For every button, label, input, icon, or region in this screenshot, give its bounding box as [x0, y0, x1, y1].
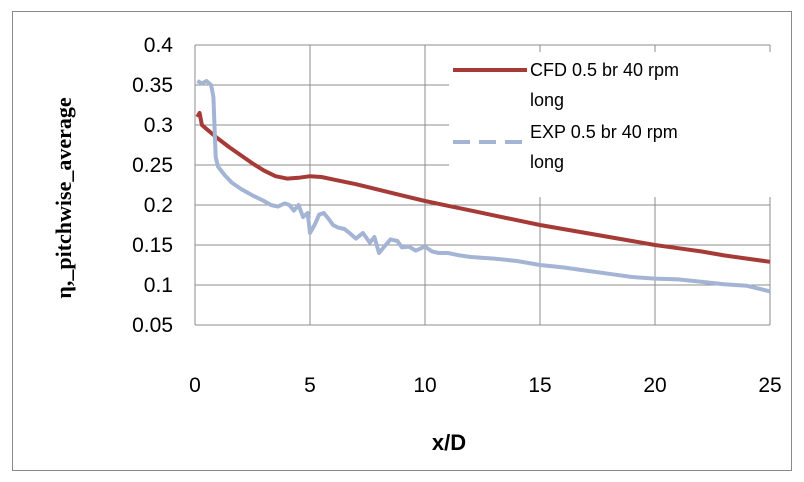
y-tick-label-2: 0.15 — [132, 234, 173, 257]
y-tick-label-3: 0.2 — [144, 194, 173, 217]
legend-label-exp-line-1: EXP 0.5 br 40 rpm — [530, 122, 678, 142]
chart-frame: 0.05 0.1 0.15 0.2 0.25 0.3 0.35 0.4 0 5 10 15 20 25 … — [12, 11, 792, 471]
y-axis-label: η,_pitchwise_average — [51, 97, 76, 299]
x-tick-label-0: 0 — [189, 374, 201, 397]
legend-label-cfd: CFD 0.5 br 40 rpm long — [530, 60, 679, 110]
legend-label-cfd-line-2: long — [530, 90, 564, 110]
x-tick-label-1: 5 — [304, 374, 316, 397]
y-tick-label-7: 0.4 — [144, 34, 174, 57]
series-line-cfd — [195, 111, 771, 264]
series-lines — [195, 79, 771, 294]
x-axis-label: x/D — [432, 430, 466, 455]
y-tick-label-1: 0.1 — [144, 274, 173, 297]
y-tick-labels: 0.05 0.1 0.15 0.2 0.25 0.3 0.35 0.4 — [132, 34, 173, 337]
y-tick-label-4: 0.25 — [132, 154, 173, 177]
x-tick-label-2: 10 — [413, 374, 436, 397]
x-tick-labels: 0 5 10 15 20 25 — [189, 374, 782, 397]
x-tick-label-4: 20 — [643, 374, 666, 397]
legend-label-exp: EXP 0.5 br 40 rpm long — [530, 122, 678, 172]
legend-label-exp-line-2: long — [530, 152, 564, 172]
legend-background — [449, 52, 779, 197]
x-tick-label-5: 25 — [758, 374, 781, 397]
series-line-exp — [196, 79, 771, 294]
x-tick-label-3: 15 — [528, 374, 551, 397]
y-tick-label-5: 0.3 — [144, 114, 173, 137]
legend-label-cfd-line-1: CFD 0.5 br 40 rpm — [530, 60, 679, 80]
legend: CFD 0.5 br 40 rpm long EXP 0.5 br 40 rpm l… — [449, 52, 779, 197]
line-chart: 0.050.10.150.20.250.30.350.4 0 5 10 15 20 25 … — [51, 34, 782, 455]
y-tick-label-0: 0.05 — [132, 314, 173, 337]
y-tick-label-6: 0.35 — [132, 74, 173, 97]
